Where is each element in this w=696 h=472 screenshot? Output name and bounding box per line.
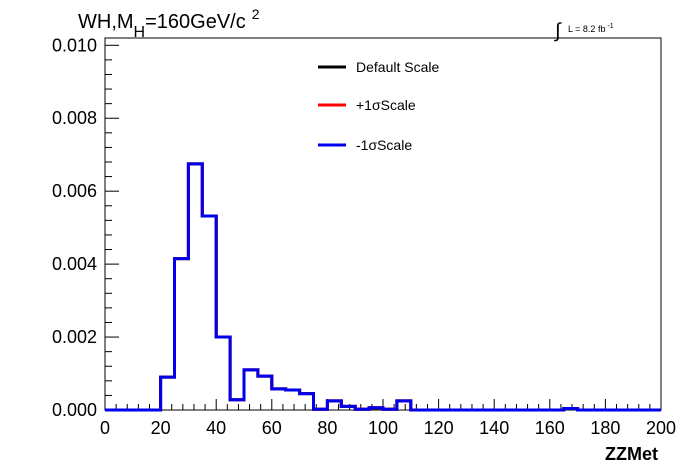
- series-2-histogram: [105, 162, 661, 412]
- legend-label: +1σScale: [356, 97, 416, 113]
- legend-label: Default Scale: [356, 59, 439, 75]
- x-tick-label: 40: [206, 418, 226, 438]
- y-tick-label: 0.010: [52, 35, 97, 55]
- y-tick-label: 0.002: [52, 327, 97, 347]
- lumi-label: ∫ L = 8.2 fb -1: [554, 20, 614, 42]
- x-axis-title: ZZMet: [605, 444, 658, 464]
- series-layer: [105, 162, 661, 412]
- y-tick-label: 0.004: [52, 254, 97, 274]
- x-tick-label: 120: [424, 418, 454, 438]
- chart-title: WH,MH=160GeV/c 2: [78, 6, 260, 41]
- y-tick-label: 0.006: [52, 181, 97, 201]
- x-tick-label: 20: [151, 418, 171, 438]
- x-tick-label: 100: [368, 418, 398, 438]
- lumi-text: L = 8.2 fb -1: [568, 23, 614, 34]
- x-tick-label: 140: [479, 418, 509, 438]
- x-tick-label: 200: [646, 418, 676, 438]
- y-tick-label: 0.000: [52, 400, 97, 420]
- legend-label: -1σScale: [356, 137, 412, 153]
- x-tick-label: 160: [535, 418, 565, 438]
- x-axis: 0 20 40 60 80 100 120 140 160 180 200: [100, 399, 676, 438]
- x-tick-label: 80: [317, 418, 337, 438]
- x-tick-label: 60: [262, 418, 282, 438]
- y-axis: 0.000 0.002 0.004 0.006 0.008 0.010: [52, 35, 119, 420]
- integral-symbol: ∫: [554, 20, 562, 42]
- x-tick-label: 0: [100, 418, 110, 438]
- y-tick-label: 0.008: [52, 108, 97, 128]
- x-tick-label: 180: [590, 418, 620, 438]
- legend: Default Scale +1σScale -1σScale: [318, 59, 439, 153]
